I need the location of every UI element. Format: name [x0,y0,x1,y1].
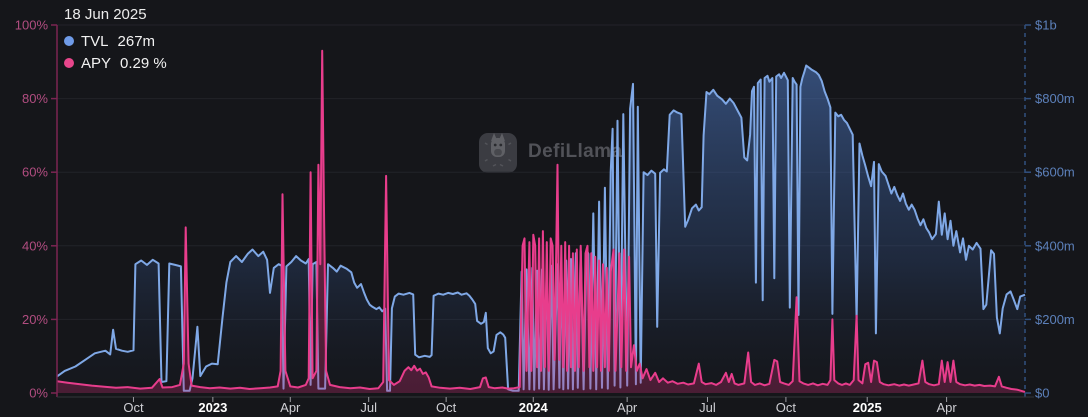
tvl-series-label: TVL [81,32,109,50]
x-axis-label: Apr [280,400,301,415]
chart-tooltip: 18 Jun 2025 TVL 267m APY 0.29 % [64,6,167,74]
x-axis-label: Apr [617,400,638,415]
legend-item-tvl[interactable]: TVL 267m [64,30,167,52]
apy-series-value: 0.29 % [120,54,167,72]
x-axis-label: Apr [936,400,957,415]
left-axis-label: 80% [22,91,48,106]
right-axis-label: $800m [1035,91,1075,106]
x-axis-label: 2023 [198,400,227,415]
right-axis-label: $0 [1035,386,1049,401]
x-axis-label: Oct [776,400,797,415]
tvl-series-dot [64,36,74,46]
tooltip-date: 18 Jun 2025 [64,6,147,23]
x-axis-label: 2024 [519,400,549,415]
x-axis-label: 2025 [853,400,882,415]
apy-series-dot [64,58,74,68]
right-axis-label: $200m [1035,312,1075,327]
x-axis-label: Jul [360,400,377,415]
left-axis-label: 20% [22,312,48,327]
defillama-llama-icon [479,133,517,173]
left-axis-label: 100% [15,18,49,33]
tvl-series-value: 267m [117,32,156,50]
apy-line [56,49,1026,393]
right-axis-label: $600m [1035,165,1075,180]
left-axis-label: 60% [22,165,48,180]
x-axis-label: Oct [436,400,457,415]
x-axis-label: Jul [699,400,716,415]
right-axis-label: $1b [1035,18,1057,33]
legend-item-apy[interactable]: APY 0.29 % [64,52,167,74]
watermark-text: DefiLlama [528,141,623,162]
x-axis-label: Oct [123,400,144,415]
left-axis-label: 0% [29,386,48,401]
apy-series-label: APY [81,54,112,72]
tvl-area [57,65,1025,393]
left-axis-label: 40% [22,238,48,253]
defillama-watermark: DefiLlama [478,130,622,174]
right-axis-label: $400m [1035,238,1075,253]
